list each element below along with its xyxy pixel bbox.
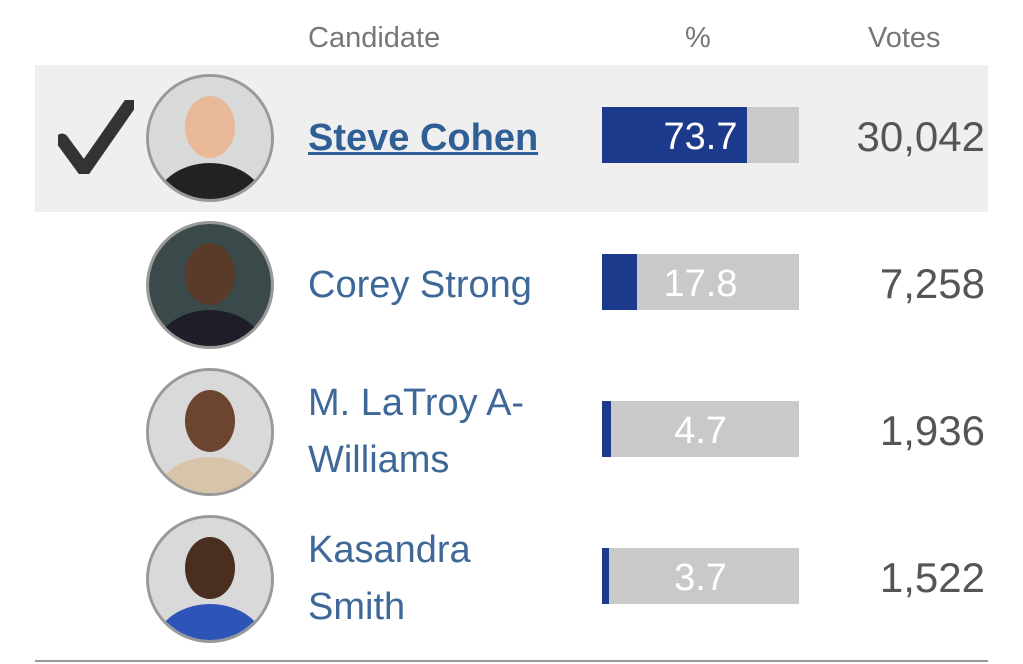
header-candidate: Candidate [308,22,441,54]
percent-label: 3.7 [674,557,727,599]
candidate-photo [146,74,274,202]
photo-placeholder [149,77,271,199]
percent-bar [602,254,638,310]
photo-placeholder [149,518,271,640]
percent-bar-track: 3.7 [602,548,799,604]
percent-bar-track: 17.8 [602,254,799,310]
candidate-photo [146,368,274,496]
header-votes: Votes [868,22,941,54]
candidate-photo [146,515,274,643]
percent-bar-track: 4.7 [602,401,799,457]
candidate-name: M. LaTroy A-Williams [308,382,525,481]
percent-bar [602,401,612,457]
vote-count: 30,042 [856,113,985,160]
percent-bar [602,107,748,163]
percent-bar-track: 73.7 [602,107,799,163]
vote-count: 1,936 [879,407,985,454]
percent-bar [602,548,610,604]
candidate-name: Corey Strong [308,263,532,306]
photo-placeholder [149,224,271,346]
percent-label: 73.7 [663,116,738,158]
header-percent: % [685,22,711,54]
candidate-name[interactable]: Steve Cohen [308,116,539,159]
vote-count: 1,522 [879,554,985,601]
percent-label: 17.8 [663,263,738,305]
candidate-name: Kasandra Smith [308,529,471,628]
winner-check [58,100,134,174]
photo-placeholder [149,371,271,493]
candidate-photo [146,221,274,349]
vote-count: 7,258 [879,260,985,307]
percent-label: 4.7 [674,410,727,452]
bottom-rule [35,660,988,662]
